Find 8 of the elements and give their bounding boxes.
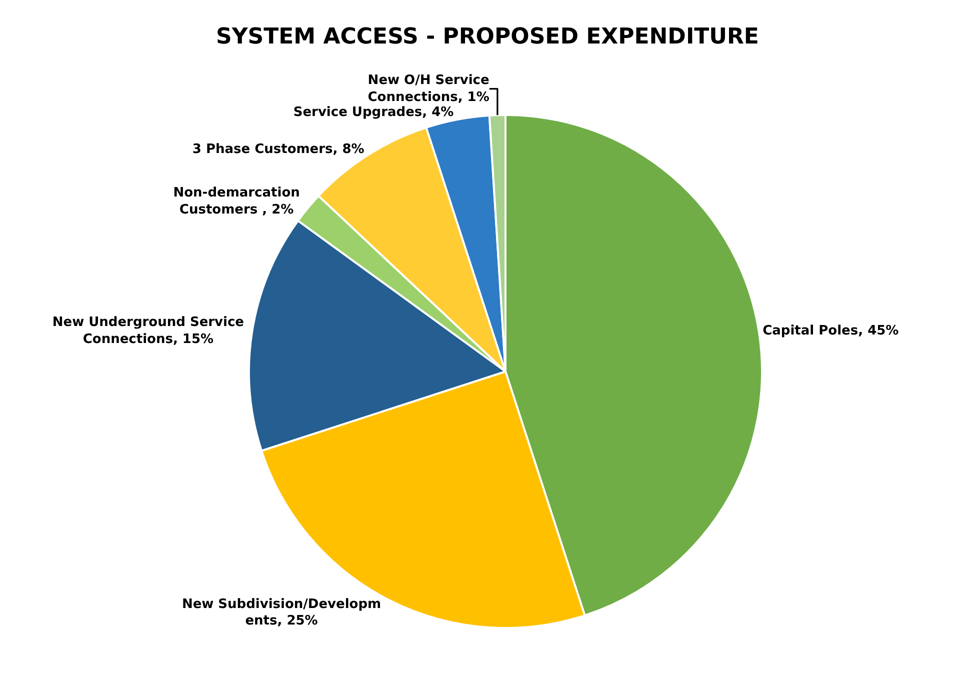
slice-label: Service Upgrades, 4%: [293, 104, 454, 120]
chart-title: SYSTEM ACCESS - PROPOSED EXPENDITURE: [216, 24, 759, 50]
slice-label: Non-demarcation Customers , 2%: [173, 186, 300, 218]
slice-label: Capital Poles, 45%: [762, 324, 899, 339]
slice-label: 3 Phase Customers, 8%: [192, 142, 364, 158]
slice-label: New Underground Service Connections, 15%: [52, 315, 244, 347]
slice-label: New Subdivision/Developments, 25%: [182, 596, 382, 629]
slice-label: New O/H Service Connections, 1%: [368, 72, 490, 105]
